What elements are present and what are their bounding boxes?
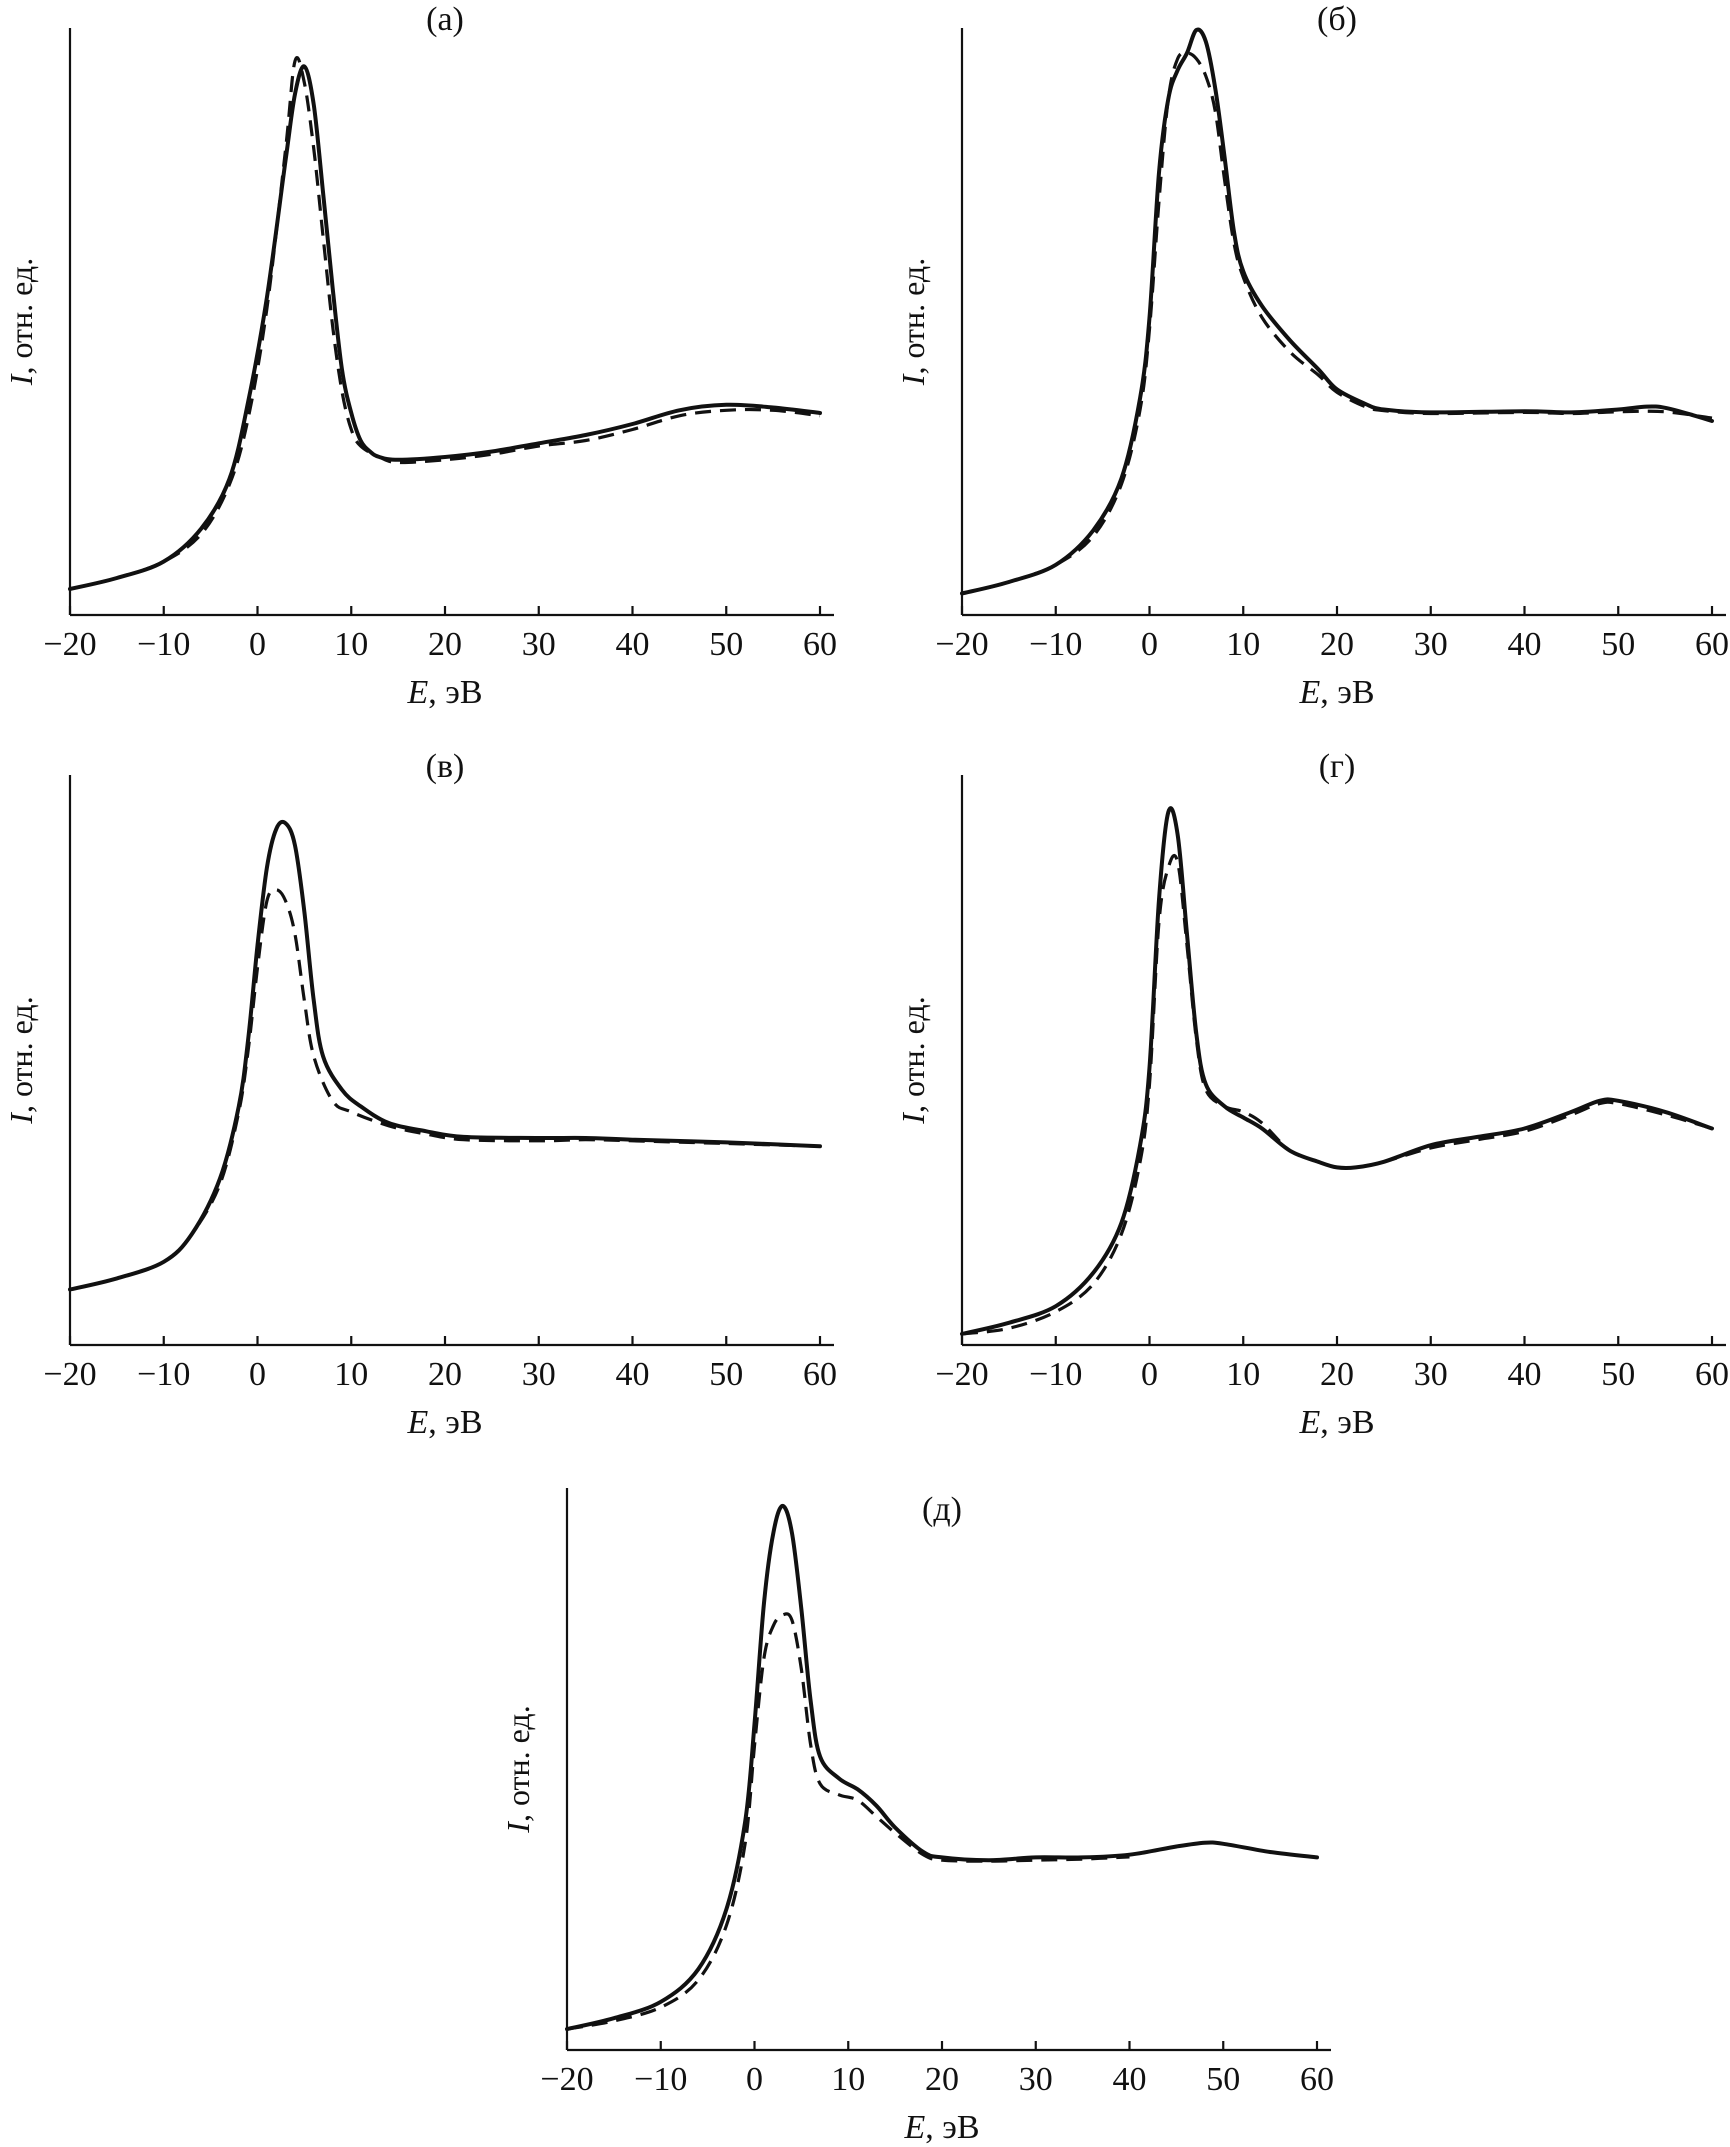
x-tick-label: 20 [428,1356,462,1393]
x-tick-label: −10 [634,2061,687,2098]
x-axis-unit: , эВ [1320,1404,1374,1441]
x-axis-symbol: E [406,674,428,711]
x-tick-label: 60 [1695,626,1729,663]
dashed-series-line [961,51,1713,596]
y-axis-unit: , отн. ед. [3,996,39,1113]
x-tick-label: 20 [1320,1356,1354,1393]
x-tick-label: 30 [522,1356,556,1393]
x-tick-label: 40 [1508,626,1542,663]
chart-panel: −20 −10 0 10 20 30 40 50 60 (а) E, эВ I, отн. ед. [3,1,837,711]
x-tick-label: 50 [1206,2061,1240,2098]
solid-series-line [68,819,822,1292]
x-tick-label: −10 [137,1356,190,1393]
dashed-series-line [961,853,1713,1336]
x-tick-label: 0 [746,2061,763,2098]
x-tick-label: 10 [334,626,368,663]
x-tick-label: 30 [1019,2061,1053,2098]
y-axis-label: I, отн. ед. [895,996,931,1124]
panel-label: (г) [1319,748,1356,785]
x-tick-label: −20 [43,626,96,663]
y-axis-label: I, отн. ед. [3,996,39,1124]
chart-panel: −20 −10 0 10 20 30 40 50 60 (б) E, эВ I, отн. ед. [895,1,1729,711]
x-tick-label: 60 [1695,1356,1729,1393]
y-axis-unit: , отн. ед. [3,258,39,375]
x-tick-label: −20 [935,1356,988,1393]
y-axis-unit: , отн. ед. [895,996,931,1113]
y-axis-label: I, отн. ед. [895,258,931,386]
panel-label: (б) [1317,1,1357,38]
x-tick-label: −20 [43,1356,96,1393]
dashed-series-line [69,888,821,1292]
x-tick-label: 30 [1414,1356,1448,1393]
y-axis-symbol: I [500,1821,536,1834]
x-axis-label: E, эВ [1298,674,1374,711]
x-tick-label: 0 [1141,626,1158,663]
x-tick-label: 20 [925,2061,959,2098]
x-axis-unit: , эВ [925,2109,979,2146]
x-axis-label: E, эВ [406,674,482,711]
x-tick-label: 10 [334,1356,368,1393]
x-axis-symbol: E [406,1404,428,1441]
x-tick-label: 50 [1601,1356,1635,1393]
x-tick-label: 30 [522,626,556,663]
y-axis-symbol: I [3,1112,39,1125]
y-axis-unit: , отн. ед. [895,258,931,375]
x-tick-label: 10 [1226,626,1260,663]
y-axis-label: I, отн. ед. [3,258,39,386]
x-tick-label: 40 [1508,1356,1542,1393]
x-tick-label: 60 [803,626,837,663]
y-axis-unit: , отн. ед. [500,1705,536,1822]
chart-panel: −20 −10 0 10 20 30 40 50 60 (д) E, эВ I, отн. ед. [500,1488,1334,2146]
x-tick-label: −20 [935,626,988,663]
panel-label: (в) [426,748,465,785]
solid-series-line [960,806,1714,1336]
chart-panel: −20 −10 0 10 20 30 40 50 60 (г) E, эВ I, отн. ед. [895,748,1729,1441]
chart-panel: −20 −10 0 10 20 30 40 50 60 (в) E, эВ I, отн. ед. [3,748,837,1441]
x-axis-symbol: E [1298,1404,1320,1441]
x-tick-label: 60 [803,1356,837,1393]
x-axis-label: E, эВ [406,1404,482,1441]
panel-label: (д) [922,1491,962,1528]
x-tick-label: 60 [1300,2061,1334,2098]
x-tick-label: 40 [616,626,650,663]
x-tick-label: 20 [428,626,462,663]
y-axis-symbol: I [895,373,931,386]
x-tick-label: 40 [1113,2061,1147,2098]
x-axis-unit: , эВ [428,674,482,711]
x-tick-label: 30 [1414,626,1448,663]
x-tick-label: 10 [1226,1356,1260,1393]
x-tick-label: 50 [1601,626,1635,663]
x-tick-label: 0 [1141,1356,1158,1393]
dashed-series-line [566,1612,1130,2031]
x-tick-label: −10 [137,626,190,663]
x-tick-label: −20 [540,2061,593,2098]
x-tick-label: 50 [709,1356,743,1393]
y-axis-symbol: I [895,1112,931,1125]
dashed-series-line [69,56,821,591]
x-axis-symbol: E [1298,674,1320,711]
x-tick-label: 10 [831,2061,865,2098]
x-tick-label: −10 [1029,626,1082,663]
y-axis-symbol: I [3,373,39,386]
x-axis-unit: , эВ [1320,674,1374,711]
x-tick-label: 50 [709,626,743,663]
solid-series-line [960,27,1714,596]
solid-series-line [565,1503,1319,2032]
x-tick-label: 20 [1320,626,1354,663]
x-axis-unit: , эВ [428,1404,482,1441]
panel-label: (а) [426,1,464,38]
y-axis-label: I, отн. ед. [500,1705,536,1833]
x-tick-label: 0 [249,626,266,663]
x-axis-symbol: E [903,2109,925,2146]
x-tick-label: 0 [249,1356,266,1393]
x-tick-label: −10 [1029,1356,1082,1393]
solid-series-line [68,64,822,591]
x-tick-label: 40 [616,1356,650,1393]
x-axis-label: E, эВ [903,2109,979,2146]
x-axis-label: E, эВ [1298,1404,1374,1441]
